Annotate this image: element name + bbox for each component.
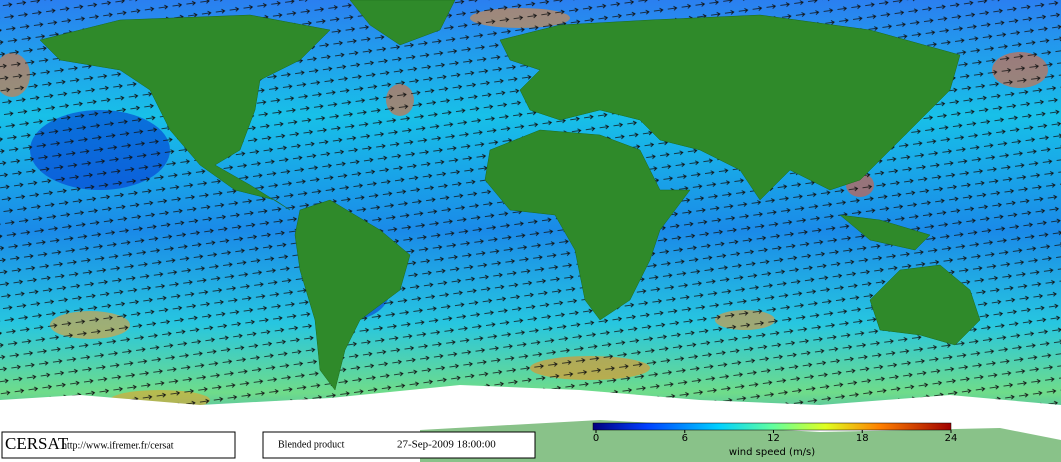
- date: 27-Sep-2009 18:00:00: [397, 439, 496, 451]
- antarctica-relief: [420, 420, 1061, 462]
- colorbar-label: wind speed (m/s): [729, 447, 815, 458]
- colorbar-tick-label: 24: [945, 433, 958, 444]
- colorbar: [592, 422, 952, 431]
- product: Blended product: [278, 439, 345, 450]
- colorbar-tick-label: 18: [856, 433, 869, 444]
- url: http://www.ifremer.fr/cersat: [62, 440, 174, 451]
- colorbar-tick-label: 6: [682, 433, 688, 444]
- logo-box: [1, 431, 236, 459]
- colorbar-tick-label: 12: [767, 433, 780, 444]
- colorbar-tick-label: 0: [593, 433, 599, 444]
- logo: CERSAT: [5, 434, 69, 453]
- continents: [39, 0, 981, 391]
- info-box: [262, 431, 536, 459]
